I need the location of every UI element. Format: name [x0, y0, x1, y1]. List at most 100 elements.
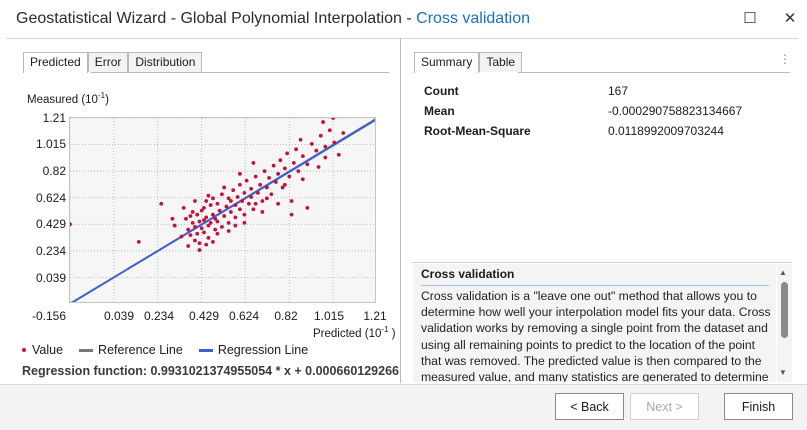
- overflow-menu-icon[interactable]: ⋮: [779, 52, 791, 66]
- data-point[interactable]: [282, 182, 287, 187]
- data-point[interactable]: [251, 161, 256, 165]
- data-point[interactable]: [289, 212, 294, 217]
- data-point[interactable]: [70, 222, 72, 227]
- close-icon[interactable]: ✕: [783, 10, 797, 27]
- data-point[interactable]: [172, 223, 177, 228]
- data-point[interactable]: [213, 216, 218, 221]
- panel-splitter[interactable]: [400, 38, 401, 383]
- data-point[interactable]: [206, 223, 211, 228]
- data-point[interactable]: [213, 227, 218, 232]
- data-point[interactable]: [242, 220, 247, 225]
- data-point[interactable]: [251, 207, 256, 212]
- data-point[interactable]: [202, 230, 206, 235]
- data-point[interactable]: [190, 220, 195, 225]
- data-point[interactable]: [300, 154, 305, 159]
- data-point[interactable]: [318, 133, 323, 138]
- data-point[interactable]: [211, 212, 215, 217]
- data-point[interactable]: [197, 241, 202, 246]
- data-point[interactable]: [280, 185, 285, 190]
- data-point[interactable]: [226, 220, 231, 225]
- data-point[interactable]: [233, 203, 238, 208]
- data-point[interactable]: [276, 171, 281, 176]
- data-point[interactable]: [249, 195, 254, 199]
- data-point[interactable]: [206, 193, 211, 198]
- data-point[interactable]: [233, 223, 238, 228]
- data-point[interactable]: [244, 178, 249, 183]
- data-point[interactable]: [199, 226, 204, 231]
- back-button[interactable]: < Back: [555, 393, 624, 420]
- tab-predicted[interactable]: Predicted: [23, 52, 88, 73]
- data-point[interactable]: [262, 169, 267, 174]
- data-point[interactable]: [235, 195, 240, 199]
- data-point[interactable]: [217, 208, 222, 213]
- data-point[interactable]: [242, 212, 247, 217]
- scroll-up-icon[interactable]: ▲: [779, 268, 787, 277]
- data-point[interactable]: [233, 215, 238, 220]
- scroll-down-icon[interactable]: ▼: [779, 368, 787, 377]
- data-point[interactable]: [197, 248, 202, 252]
- data-point[interactable]: [314, 148, 319, 153]
- data-point[interactable]: [186, 227, 191, 232]
- data-point[interactable]: [159, 201, 164, 206]
- data-point[interactable]: [204, 199, 209, 203]
- maximize-icon[interactable]: ☐: [743, 10, 757, 27]
- data-point[interactable]: [282, 166, 287, 171]
- data-point[interactable]: [224, 204, 229, 209]
- data-point[interactable]: [215, 219, 220, 224]
- data-point[interactable]: [305, 162, 310, 167]
- data-point[interactable]: [276, 201, 281, 206]
- data-point[interactable]: [222, 185, 227, 190]
- data-point[interactable]: [220, 225, 224, 229]
- data-point[interactable]: [285, 151, 290, 156]
- tab-summary[interactable]: Summary: [414, 52, 480, 73]
- data-point[interactable]: [202, 218, 206, 223]
- data-point[interactable]: [181, 205, 186, 210]
- data-point[interactable]: [289, 199, 294, 203]
- data-point[interactable]: [195, 231, 200, 236]
- data-point[interactable]: [238, 182, 242, 187]
- data-point[interactable]: [260, 210, 265, 214]
- help-scrollbar[interactable]: ▲ ▼: [777, 264, 792, 382]
- data-point[interactable]: [208, 203, 213, 208]
- scatter-plot[interactable]: [69, 117, 376, 303]
- scroll-thumb[interactable]: [781, 282, 788, 338]
- data-point[interactable]: [305, 205, 310, 210]
- data-point[interactable]: [193, 199, 197, 203]
- data-point[interactable]: [255, 190, 260, 195]
- data-point[interactable]: [316, 165, 321, 169]
- data-point[interactable]: [238, 171, 242, 176]
- data-point[interactable]: [208, 220, 213, 225]
- data-point[interactable]: [199, 208, 204, 213]
- tab-error[interactable]: Error: [87, 52, 129, 72]
- data-point[interactable]: [202, 205, 206, 210]
- data-point[interactable]: [193, 238, 197, 243]
- data-point[interactable]: [264, 185, 269, 190]
- data-point[interactable]: [331, 118, 336, 120]
- tab-distribution[interactable]: Distribution: [128, 52, 203, 72]
- data-point[interactable]: [197, 219, 202, 224]
- help-splitter[interactable]: [412, 262, 792, 263]
- data-point[interactable]: [287, 174, 292, 179]
- data-point[interactable]: [211, 240, 215, 244]
- data-point[interactable]: [211, 196, 215, 201]
- data-point[interactable]: [341, 131, 346, 135]
- data-point[interactable]: [291, 161, 296, 165]
- data-point[interactable]: [260, 199, 265, 203]
- data-point[interactable]: [249, 186, 254, 191]
- data-point[interactable]: [321, 120, 325, 124]
- data-point[interactable]: [269, 192, 274, 197]
- data-point[interactable]: [229, 210, 233, 214]
- tab-table[interactable]: Table: [479, 52, 523, 72]
- data-point[interactable]: [253, 174, 258, 179]
- data-point[interactable]: [222, 214, 227, 218]
- data-point[interactable]: [246, 201, 251, 206]
- data-point[interactable]: [332, 140, 337, 145]
- finish-button[interactable]: Finish: [724, 393, 793, 420]
- data-point[interactable]: [271, 163, 276, 168]
- data-point[interactable]: [273, 180, 278, 184]
- data-point[interactable]: [278, 158, 283, 163]
- data-point[interactable]: [296, 169, 301, 174]
- data-point[interactable]: [195, 212, 200, 217]
- data-point[interactable]: [226, 229, 231, 233]
- data-point[interactable]: [190, 210, 195, 214]
